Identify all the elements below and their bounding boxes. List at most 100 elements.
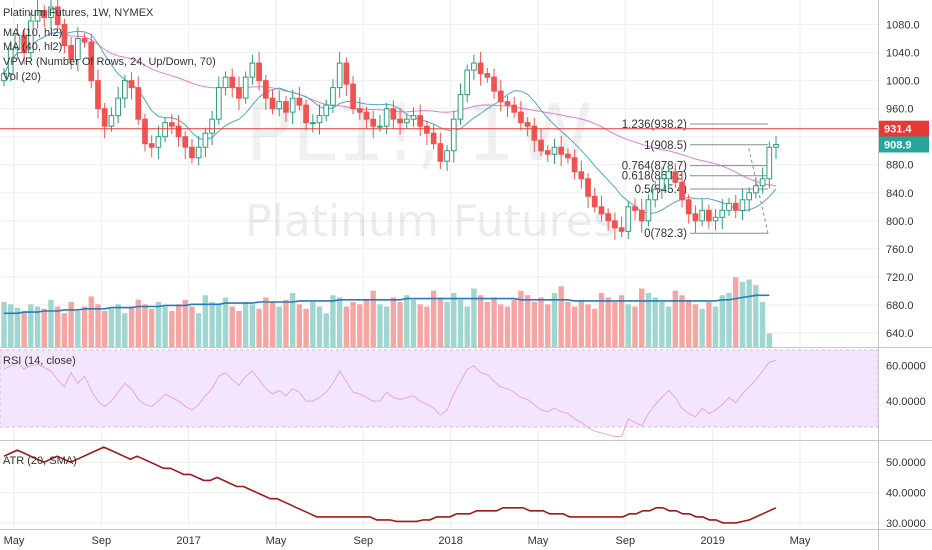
symbol-title[interactable]: Platinum Futures, 1W, NYMEX [3,7,154,19]
candle [128,72,135,100]
time-tick-label: 2017 [176,535,200,547]
volume-bar [692,304,699,347]
candle [168,114,175,134]
volume-bar [242,302,249,347]
legend-atr[interactable]: ATR (20, SMA) [3,455,77,467]
candle [88,33,95,89]
candle [511,96,518,118]
candle [464,64,471,103]
candle [477,51,484,86]
volume-bar [397,302,403,347]
candle [450,110,457,163]
candle [175,114,182,147]
legend-rsi[interactable]: RSI (14, close) [3,355,76,367]
candle [753,177,759,199]
price-tag: 931.4 [879,120,929,137]
volume-bar [135,299,141,347]
candle [390,100,397,129]
volume-bar [471,288,477,347]
volume-bar [739,281,746,347]
price-tick-label: 1080.0 [886,20,920,32]
volume-bar [169,311,175,347]
fib-level-label: 0(782.3) [644,228,687,240]
price-tag: 908.9 [879,136,929,153]
candle [605,208,612,231]
candle [236,76,242,111]
candle [34,0,41,29]
volume-bar [195,313,202,347]
volume-bar [746,279,752,347]
time-axis[interactable]: May Sep 2017 May Sep 2018 May Sep 2019 May [4,535,811,547]
candle [551,138,558,165]
volume-bar [451,293,457,347]
candle [544,145,551,162]
candle [350,75,356,115]
candle [471,54,477,80]
price-tick-label: 880.0 [886,160,914,172]
volume-bar [645,293,652,347]
candle [759,167,766,194]
atr-axis[interactable]: 50.0000 40.0000 30.0000 [886,457,926,530]
candle [632,198,638,221]
volume-bar [68,302,74,347]
volume-bar [28,304,34,347]
legend-vpvr[interactable]: VPVR (Number Of Rows, 24, Up/Down, 70) [3,56,216,68]
volume-bar [712,306,719,347]
candle [524,117,531,136]
volume-bar [128,306,135,347]
volume-bar [115,304,121,347]
price-tags: 931.4 908.9 [879,120,929,153]
volume-bar [759,302,766,347]
candle [269,89,276,115]
volume-bar [578,299,585,347]
candle [444,145,450,172]
volume-bar [182,299,188,347]
candle [1,67,7,87]
rsi-axis[interactable]: 60.0000 40.0000 [886,361,926,408]
legend-vol[interactable]: Vol (20) [3,71,41,83]
volume-bar [424,306,430,347]
volume-bar [390,297,397,347]
time-tick-label: May [528,535,549,547]
candle [229,68,236,98]
candle [672,163,679,188]
volume-bar [303,308,309,347]
time-tick-label: May [790,535,811,547]
volume-bar [289,293,296,347]
atr-tick-label: 40.0000 [886,488,926,500]
candle [746,187,752,212]
candle [712,208,719,231]
volume-bar [296,304,303,347]
volume-bar [55,306,61,347]
time-tick-label: Sep [92,535,112,547]
time-tick-label: May [266,535,287,547]
candle [719,199,726,230]
volume-bar [592,308,598,347]
price-tick-label: 1040.0 [886,48,920,60]
volume-bar [162,306,168,347]
candle [699,199,706,227]
candle [578,160,585,189]
volume-bar [88,296,94,347]
candle [363,106,370,129]
candle [739,188,746,221]
legend-ma10[interactable]: MA (10, hl2) [3,27,62,39]
candle [48,0,54,30]
legend-ma40[interactable]: MA (40, hl2) [3,41,62,53]
candlesticks [1,0,779,240]
price-tick-label: 960.0 [886,104,914,116]
candle [142,113,148,152]
candle [289,89,296,125]
volume-bar [61,313,68,347]
candle [732,194,739,219]
volume-bar [108,308,115,347]
candle [370,110,377,139]
legend: Platinum Futures, 1W, NYMEX MA (10, hl2)… [3,7,216,467]
candle [531,117,538,153]
candle [679,171,685,208]
candle [336,51,343,98]
atr-tick-label: 50.0000 [886,457,926,469]
candle [424,120,430,146]
candle [437,132,444,169]
